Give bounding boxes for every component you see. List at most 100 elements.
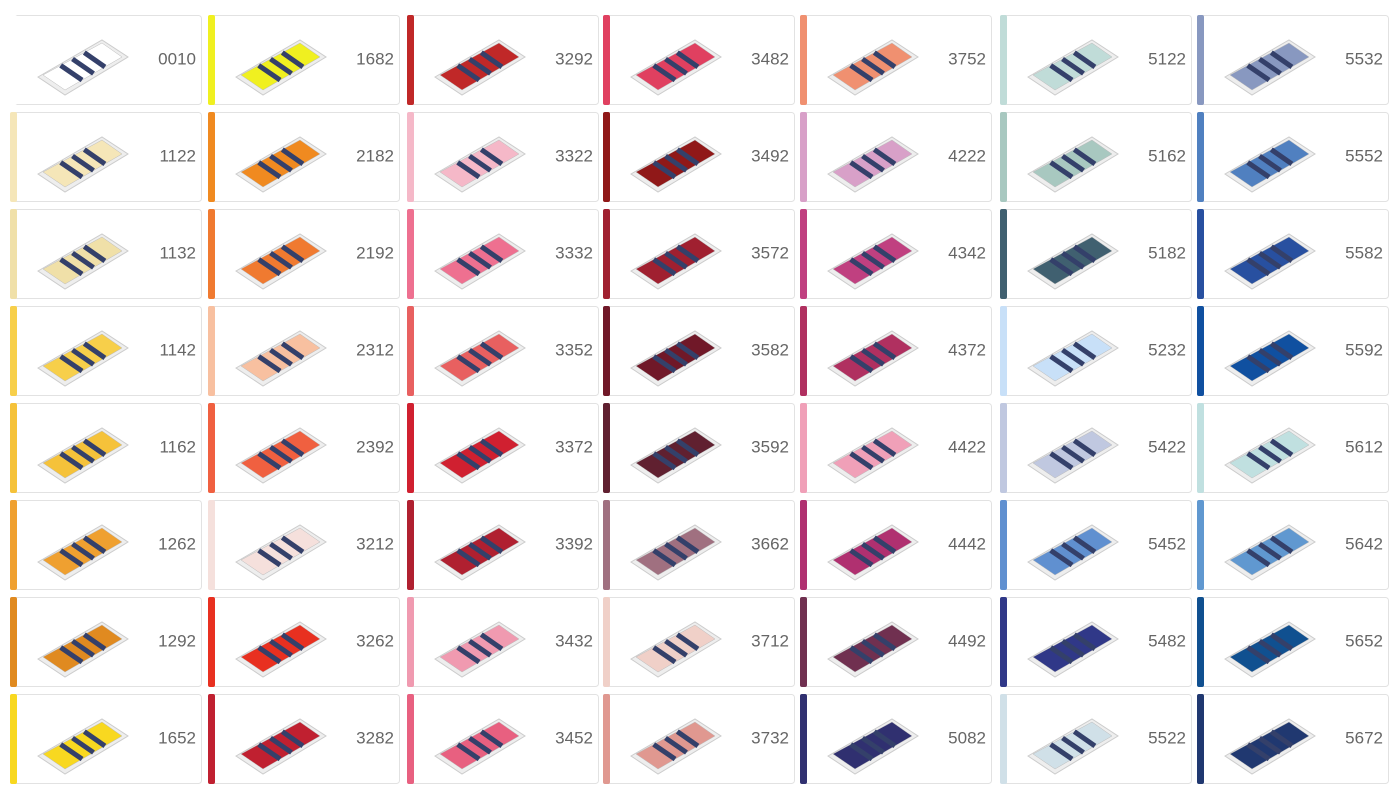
thread-band: [456, 451, 481, 471]
swatch-card[interactable]: 3582: [603, 306, 795, 396]
swatch-card[interactable]: 4342: [800, 209, 992, 299]
thread-band: [71, 444, 95, 464]
thread-band: [59, 548, 84, 568]
thread-code: 3262: [356, 631, 394, 650]
thread-band: [82, 341, 107, 360]
color-stripe: [603, 209, 610, 299]
swatch-card[interactable]: 5162: [1000, 112, 1192, 202]
thread-band: [664, 638, 688, 658]
thread-band: [468, 347, 492, 367]
swatch-card[interactable]: 2192: [208, 209, 400, 299]
swatch-card[interactable]: 4442: [800, 500, 992, 590]
swatch-card[interactable]: 4372: [800, 306, 992, 396]
swatch-card[interactable]: 3752: [800, 15, 992, 105]
swatch-card[interactable]: 0010: [10, 15, 202, 105]
thread-band: [849, 742, 874, 762]
thread-band: [861, 735, 885, 755]
thread-code: 2192: [356, 243, 394, 262]
color-stripe: [1197, 694, 1204, 784]
swatch-card[interactable]: 5672: [1197, 694, 1389, 784]
swatch-card[interactable]: 4492: [800, 597, 992, 687]
swatch-card[interactable]: 3732: [603, 694, 795, 784]
swatch-card[interactable]: 4422: [800, 403, 992, 493]
color-stripe: [603, 694, 610, 784]
swatch-card[interactable]: 3592: [603, 403, 795, 493]
color-stripe: [10, 403, 17, 493]
thread-band: [652, 451, 677, 471]
thread-code: 4222: [948, 146, 986, 165]
swatch-card[interactable]: 1262: [10, 500, 202, 590]
thread-band: [456, 548, 481, 568]
swatch-card[interactable]: 3432: [407, 597, 599, 687]
thread-code: 1122: [159, 146, 196, 165]
thread-band: [280, 147, 305, 166]
thread-band: [59, 354, 84, 374]
swatch-card[interactable]: 2182: [208, 112, 400, 202]
swatch-card[interactable]: 2392: [208, 403, 400, 493]
color-stripe: [208, 694, 215, 784]
swatch-card[interactable]: 1652: [10, 694, 202, 784]
thread-band: [664, 444, 688, 464]
thread-band: [71, 638, 95, 658]
thread-band: [82, 244, 107, 263]
swatch-card[interactable]: 1682: [208, 15, 400, 105]
swatch-card[interactable]: 3332: [407, 209, 599, 299]
thread-band: [1049, 645, 1074, 665]
color-stripe: [603, 15, 610, 105]
swatch-card[interactable]: 3292: [407, 15, 599, 105]
thread-band: [71, 541, 95, 561]
thread-code: 4342: [948, 243, 986, 262]
thread-band: [872, 244, 897, 263]
swatch-card[interactable]: 5582: [1197, 209, 1389, 299]
swatch-card[interactable]: 5532: [1197, 15, 1389, 105]
swatch-card[interactable]: 1292: [10, 597, 202, 687]
swatch-card[interactable]: 5522: [1000, 694, 1192, 784]
thread-code: 3292: [555, 49, 593, 68]
swatch-card[interactable]: 5612: [1197, 403, 1389, 493]
color-stripe: [603, 500, 610, 590]
swatch-card[interactable]: 4222: [800, 112, 992, 202]
thread-band: [675, 438, 700, 457]
thread-code: 4422: [948, 437, 986, 456]
swatch-card[interactable]: 3372: [407, 403, 599, 493]
thread-band: [269, 735, 293, 755]
swatch-card[interactable]: 5482: [1000, 597, 1192, 687]
swatch-card[interactable]: 5082: [800, 694, 992, 784]
color-stripe: [1000, 112, 1007, 202]
swatch-card[interactable]: 3322: [407, 112, 599, 202]
swatch-card[interactable]: 3392: [407, 500, 599, 590]
swatch-card[interactable]: 5642: [1197, 500, 1389, 590]
swatch-card[interactable]: 3482: [603, 15, 795, 105]
thread-band: [652, 548, 677, 568]
swatch-card[interactable]: 3712: [603, 597, 795, 687]
swatch-card[interactable]: 5452: [1000, 500, 1192, 590]
thread-band: [872, 729, 897, 748]
swatch-card[interactable]: 5652: [1197, 597, 1389, 687]
swatch-card[interactable]: 3352: [407, 306, 599, 396]
thread-band: [468, 541, 492, 561]
thread-band: [664, 153, 688, 173]
swatch-card[interactable]: 3492: [603, 112, 795, 202]
swatch-card[interactable]: 1142: [10, 306, 202, 396]
color-stripe: [10, 15, 17, 105]
swatch-card[interactable]: 3212: [208, 500, 400, 590]
swatch-card[interactable]: 3572: [603, 209, 795, 299]
color-stripe: [800, 306, 807, 396]
swatch-card[interactable]: 5592: [1197, 306, 1389, 396]
swatch-card[interactable]: 5182: [1000, 209, 1192, 299]
swatch-card[interactable]: 3282: [208, 694, 400, 784]
swatch-card[interactable]: 1132: [10, 209, 202, 299]
swatch-card[interactable]: 5232: [1000, 306, 1192, 396]
swatch-card[interactable]: 1122: [10, 112, 202, 202]
swatch-card[interactable]: 2312: [208, 306, 400, 396]
thread-band: [280, 341, 305, 360]
swatch-card[interactable]: 3262: [208, 597, 400, 687]
swatch-card[interactable]: 1162: [10, 403, 202, 493]
swatch-card[interactable]: 5122: [1000, 15, 1192, 105]
thread-band: [71, 735, 95, 755]
swatch-card[interactable]: 3662: [603, 500, 795, 590]
swatch-card[interactable]: 5552: [1197, 112, 1389, 202]
swatch-card[interactable]: 3452: [407, 694, 599, 784]
thread-band: [861, 638, 885, 658]
swatch-card[interactable]: 5422: [1000, 403, 1192, 493]
